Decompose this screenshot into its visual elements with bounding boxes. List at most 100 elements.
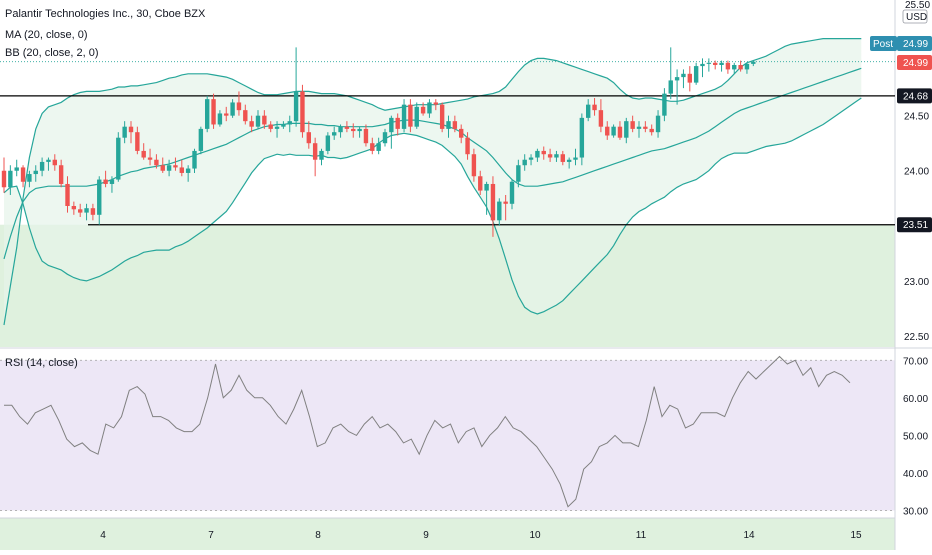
time-label: 7 bbox=[208, 530, 214, 541]
candle-body bbox=[109, 179, 115, 184]
candle-body bbox=[401, 104, 407, 129]
candle-body bbox=[287, 121, 292, 125]
candle-body bbox=[560, 154, 565, 162]
candle-body bbox=[662, 93, 667, 116]
candle-body bbox=[579, 117, 585, 158]
candle-body bbox=[306, 132, 311, 144]
candle-body bbox=[547, 154, 553, 158]
candle-body bbox=[217, 113, 223, 125]
candle-body bbox=[268, 124, 273, 129]
candle-body bbox=[370, 143, 375, 151]
candle-body bbox=[14, 167, 19, 171]
candle-body bbox=[128, 126, 134, 133]
candle-body bbox=[528, 157, 534, 160]
candle-body bbox=[103, 179, 108, 184]
post-price-tag[interactable] bbox=[897, 36, 932, 51]
candle-body bbox=[173, 165, 178, 168]
resistance-value: 24.68 bbox=[903, 91, 928, 102]
candle-body bbox=[84, 208, 89, 213]
candle-body bbox=[382, 132, 388, 144]
candle-body bbox=[706, 62, 712, 64]
candle-body bbox=[452, 121, 458, 129]
candle-body bbox=[179, 167, 184, 173]
candle-body bbox=[522, 159, 527, 166]
bollinger-lower-line bbox=[3, 97, 862, 315]
candle-body bbox=[439, 104, 445, 129]
candle-body bbox=[490, 183, 496, 221]
candle-body bbox=[408, 104, 413, 127]
candle-body bbox=[630, 121, 635, 129]
rsi-line bbox=[4, 355, 851, 508]
candle-body bbox=[414, 106, 419, 127]
candle-body bbox=[427, 102, 432, 114]
candle-body bbox=[719, 62, 724, 65]
post-price-value: 24.99 bbox=[903, 39, 928, 50]
candle-body bbox=[262, 115, 267, 125]
rsi-tick-label: 50.00 bbox=[903, 431, 928, 442]
candle-body bbox=[211, 99, 216, 125]
candle-body bbox=[681, 73, 686, 78]
candle-body bbox=[192, 150, 197, 169]
candle-body bbox=[78, 209, 83, 213]
candle-body bbox=[725, 62, 731, 70]
last-price-value: 24.99 bbox=[903, 58, 928, 69]
candle-body bbox=[224, 113, 229, 116]
ma-legend: MA (20, close, 0) bbox=[5, 29, 88, 41]
candle-body bbox=[332, 132, 337, 136]
candle-body bbox=[293, 91, 299, 122]
candle-body bbox=[249, 121, 254, 127]
candle-body bbox=[58, 165, 64, 184]
candle-body bbox=[674, 77, 680, 81]
candle-body bbox=[465, 137, 470, 155]
candle-body bbox=[97, 179, 102, 215]
candle-body bbox=[90, 208, 96, 215]
candle-body bbox=[300, 91, 305, 133]
rsi-tick-label: 40.00 bbox=[903, 469, 928, 480]
candle-body bbox=[1, 170, 7, 188]
rsi-tick-label: 70.00 bbox=[903, 356, 928, 367]
candle-body bbox=[281, 124, 286, 127]
candle-body bbox=[586, 104, 591, 118]
support-tag[interactable] bbox=[897, 217, 932, 233]
candle-body bbox=[65, 183, 70, 206]
price-tick-label: 24.00 bbox=[904, 167, 929, 178]
time-label: 15 bbox=[850, 530, 862, 541]
time-label: 4 bbox=[100, 530, 106, 541]
post-tag[interactable] bbox=[870, 36, 897, 51]
candle-body bbox=[649, 128, 654, 133]
candle-body bbox=[732, 64, 737, 70]
candle-body bbox=[617, 126, 623, 138]
candle-body bbox=[420, 106, 426, 114]
price-tick-label: 23.00 bbox=[904, 277, 929, 288]
time-label: 8 bbox=[315, 530, 321, 541]
resistance-tag[interactable] bbox=[897, 88, 932, 104]
chart-title: Palantir Technologies Inc., 30, Cboe BZX bbox=[5, 8, 206, 20]
candle-body bbox=[166, 165, 172, 171]
candle-body bbox=[503, 201, 508, 204]
candle-body bbox=[446, 121, 451, 129]
candle-body bbox=[700, 63, 705, 67]
support-value: 23.51 bbox=[903, 220, 928, 231]
candle-body bbox=[592, 104, 597, 111]
candle-body bbox=[554, 154, 559, 158]
candle-body bbox=[605, 126, 610, 136]
currency-box[interactable] bbox=[902, 9, 928, 24]
candle-body bbox=[611, 126, 616, 136]
candle-body bbox=[516, 165, 521, 182]
candle-body bbox=[230, 102, 235, 116]
candle-body bbox=[376, 143, 381, 151]
candle-body bbox=[573, 157, 578, 160]
time-label: 9 bbox=[423, 530, 429, 541]
candle-body bbox=[27, 174, 32, 182]
candle-body bbox=[116, 137, 121, 180]
bollinger-fill bbox=[4, 38, 862, 325]
last-price-tag[interactable] bbox=[897, 55, 932, 70]
candle-body bbox=[274, 126, 280, 129]
candle-body bbox=[389, 117, 394, 133]
candle-body bbox=[205, 99, 210, 129]
candle-body bbox=[357, 128, 362, 132]
time-axis-bg bbox=[0, 518, 895, 550]
candle-body bbox=[39, 161, 45, 171]
